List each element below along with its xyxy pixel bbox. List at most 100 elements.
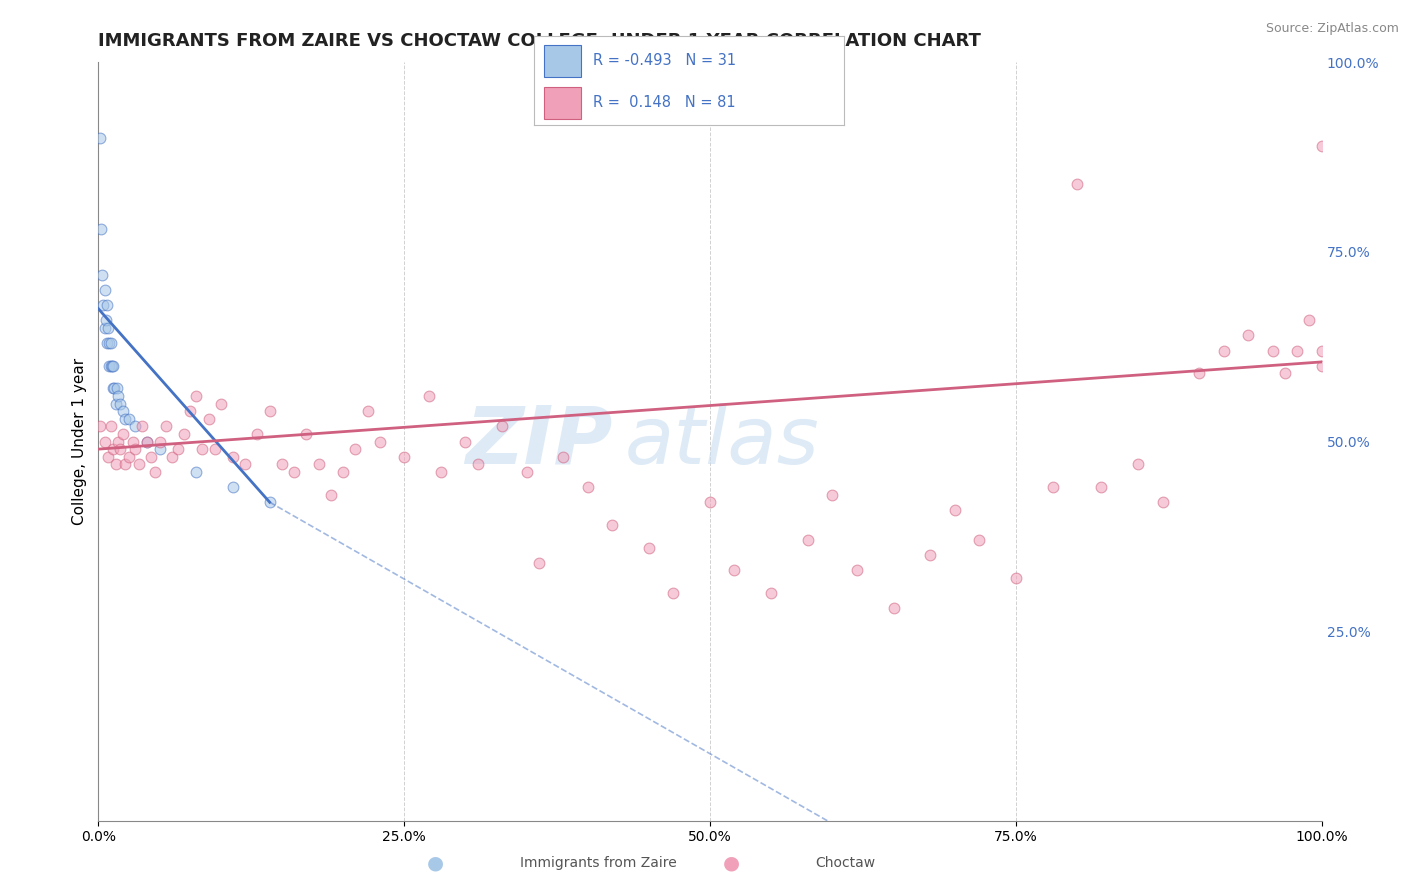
Point [270, 458, 294, 472]
Point [222, 480, 245, 494]
Point [179, 404, 201, 418]
Text: ZIP: ZIP [465, 402, 612, 481]
Text: Source: ZipAtlas.com: Source: ZipAtlas.com [1265, 22, 1399, 36]
Point [283, 465, 305, 479]
FancyBboxPatch shape [544, 87, 581, 119]
Point [111, 404, 134, 418]
Point [97, 320, 120, 334]
Point [1090, 480, 1112, 494]
Point [356, 404, 378, 418]
Point [797, 533, 820, 548]
Point [124, 442, 146, 457]
Point [136, 434, 159, 449]
Point [114, 458, 136, 472]
Point [124, 419, 146, 434]
Point [94, 313, 117, 327]
Point [576, 480, 599, 494]
Point [107, 389, 129, 403]
Point [1128, 458, 1150, 472]
Point [723, 564, 745, 578]
Point [149, 434, 172, 449]
Point [139, 450, 162, 464]
Point [821, 487, 844, 501]
Text: ●: ● [427, 854, 444, 873]
Point [600, 517, 623, 532]
Point [98, 359, 121, 373]
Text: IMMIGRANTS FROM ZAIRE VS CHOCTAW COLLEGE, UNDER 1 YEAR CORRELATION CHART: IMMIGRANTS FROM ZAIRE VS CHOCTAW COLLEGE… [98, 32, 981, 50]
Point [295, 427, 318, 442]
Point [1274, 366, 1296, 380]
Point [699, 495, 721, 509]
Point [943, 503, 966, 517]
Point [1237, 328, 1260, 343]
Point [344, 442, 367, 457]
Point [101, 382, 124, 396]
Point [121, 434, 143, 449]
Point [118, 450, 141, 464]
Point [1310, 359, 1333, 373]
Point [96, 298, 118, 312]
Point [173, 427, 195, 442]
Point [103, 382, 125, 396]
Point [186, 389, 208, 403]
Point [186, 465, 208, 479]
Point [136, 434, 159, 449]
Point [98, 335, 121, 350]
Point [167, 442, 190, 457]
Point [1212, 343, 1234, 358]
Point [454, 434, 477, 449]
Point [111, 427, 134, 442]
Point [90, 222, 112, 236]
Point [101, 359, 124, 373]
Text: R = -0.493   N = 31: R = -0.493 N = 31 [593, 54, 737, 68]
Point [761, 586, 783, 600]
Point [107, 434, 129, 449]
Point [93, 283, 115, 297]
Point [1298, 313, 1320, 327]
Text: Choctaw: Choctaw [815, 856, 876, 871]
Point [1004, 571, 1026, 585]
Text: atlas: atlas [624, 402, 820, 481]
Point [104, 396, 127, 410]
Point [491, 419, 513, 434]
Point [91, 268, 114, 282]
Point [128, 458, 150, 472]
Point [845, 564, 868, 578]
Text: Immigrants from Zaire: Immigrants from Zaire [520, 856, 676, 871]
Point [143, 465, 166, 479]
Point [93, 320, 115, 334]
Point [527, 556, 550, 570]
Point [637, 541, 661, 555]
Point [883, 601, 905, 615]
Point [233, 458, 256, 472]
Text: ●: ● [723, 854, 740, 873]
Point [332, 465, 354, 479]
Point [392, 450, 416, 464]
Point [131, 419, 153, 434]
Point [1042, 480, 1064, 494]
Point [110, 442, 132, 457]
Y-axis label: College, Under 1 year: College, Under 1 year [72, 358, 87, 525]
Point [1310, 138, 1333, 153]
Point [920, 548, 942, 563]
Point [89, 131, 111, 145]
Point [259, 495, 281, 509]
Point [100, 419, 122, 434]
Point [418, 389, 440, 403]
Point [114, 412, 136, 426]
Point [91, 298, 114, 312]
Point [191, 442, 214, 457]
Point [97, 450, 120, 464]
Point [259, 404, 281, 418]
Text: R =  0.148   N = 81: R = 0.148 N = 81 [593, 95, 735, 110]
Point [104, 458, 127, 472]
Point [118, 412, 141, 426]
Point [209, 396, 232, 410]
Point [1066, 177, 1088, 191]
Point [1261, 343, 1284, 358]
Point [1310, 343, 1333, 358]
Point [319, 487, 342, 501]
Point [430, 465, 453, 479]
Point [308, 458, 330, 472]
Point [553, 450, 575, 464]
